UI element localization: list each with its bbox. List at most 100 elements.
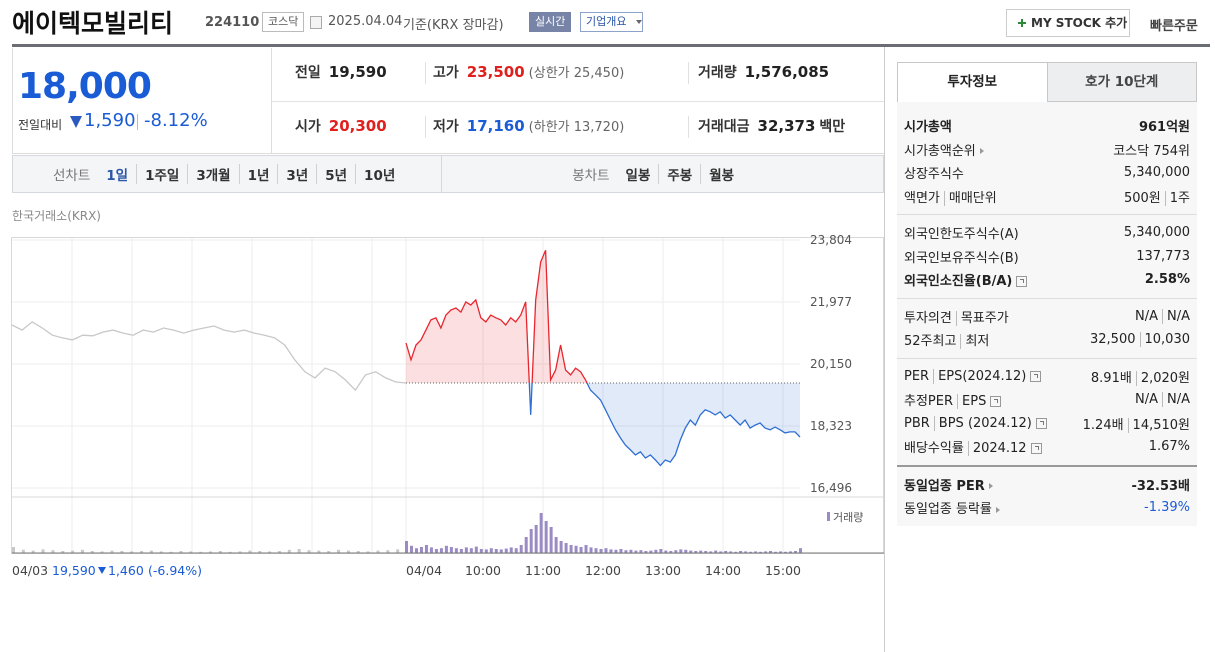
candle-tab[interactable]: 일봉 [625,168,651,184]
help-icon[interactable] [1035,417,1047,429]
quick-order[interactable]: 빠른주문 [1150,19,1198,34]
down-icon [98,567,106,574]
volume-bar [564,543,568,553]
volume-bar [120,551,124,553]
x-tick-label: 15:00 [765,563,801,578]
help-icon[interactable] [990,396,1002,408]
label-part: 시가총액 [904,120,952,136]
volume-bar [366,551,370,553]
period-tab[interactable]: 3개월 [187,164,238,184]
volume-bar [31,550,35,553]
label-part: 동일업종 PER [904,478,985,494]
volume-bar [140,551,144,553]
summary-value: 1,576,085 [744,63,830,81]
volume-bar [327,551,331,553]
value-part: 1.67% [1148,439,1190,455]
volume-bar [614,549,618,553]
label-part: 최저 [960,334,990,350]
summary-cell: 시가 20,300 [295,116,387,136]
y-tick-label: 18,323 [810,419,852,433]
tab-divider [441,155,443,193]
value-part: 코스닥 754위 [1113,143,1190,159]
volume-bar [549,527,553,553]
period-tab[interactable]: 3년 [277,164,316,184]
volume-bar [589,547,593,553]
period-tab[interactable]: 10년 [355,164,403,184]
info-row: 액면가 매매단위 500원 1주 [897,185,1197,209]
volume-bar [459,549,463,553]
prev-rate: (-6.94%) [148,563,202,578]
overview-button[interactable]: 기업개요 [580,12,644,32]
volume-bar [494,549,498,553]
volume-bar [514,548,518,553]
volume-bar [444,545,448,553]
volume-bar [386,550,390,553]
summary-cell: 전일 19,590 [295,62,387,82]
summary-note: (상한가 25,450) [528,66,625,81]
volume-bar [474,546,478,553]
info-tab[interactable]: 투자정보 [897,62,1048,102]
summary-value: 23,500 [466,63,525,81]
period-tab[interactable]: 5년 [316,164,355,184]
arrow-icon [988,483,993,490]
value-part: 14,510원 [1127,417,1190,433]
info-tab[interactable]: 호가 10단계 [1047,62,1197,102]
label-part: 외국인소진율(B/A) [904,274,1013,290]
volume-bar [524,537,528,553]
volume-bar [469,548,473,553]
volume-bar [779,551,783,553]
volume-bar [774,551,778,553]
summary-cell: 저가 17,160 (하한가 13,720) [433,116,624,136]
volume-bar [794,551,798,553]
volume-bar [71,550,75,553]
basis: 기준(KRX 장마감) [403,18,504,33]
info-label: 배당수익률 2024.12 [904,437,1042,457]
candle-tab[interactable]: 주봉 [658,164,700,184]
summary-cell: 고가 23,500 (상한가 25,450) [433,62,624,82]
volume-bar [337,549,341,553]
volume-bar [569,545,573,553]
volume-bar [684,549,688,553]
info-label: 시가총액 [904,116,952,135]
x-tick-label: 04/04 [406,563,442,578]
label-part: EPS [957,394,987,410]
realtime-badge[interactable]: 실시간 [529,12,572,32]
help-icon[interactable] [1030,443,1042,455]
volume-bar [434,549,438,553]
volume-bar [277,551,281,553]
volume-bar [268,551,272,553]
candle-tab[interactable]: 월봉 [700,164,742,184]
volume-bar [714,550,718,553]
col-rule [425,62,426,84]
info-label: 외국인한도주식수(A) [904,223,1019,242]
period-tab[interactable]: 1년 [238,164,278,184]
volume-bar [719,551,723,553]
summary-table: 전일 19,590 고가 23,500 (상한가 25,450) 거래량 1,576,085… [272,48,884,154]
volume-bar [659,549,663,553]
volume-bar [449,547,453,553]
value-part: 2,020원 [1135,370,1190,386]
summary-cell: 거래대금 32,373 백만 [698,116,845,136]
info-value: 1.24배 14,510원 [1083,414,1190,433]
period-tab[interactable]: 1주일 [136,164,187,184]
summary-value: 20,300 [328,117,387,135]
summary-label: 저가 [433,119,459,135]
label-part: 시가총액순위 [904,143,976,159]
info-group: 시가총액 961억원 시가총액순위 코스닥 754위 상장주식수 5,340,000 액면가… [897,108,1197,215]
volume-bar [90,551,94,553]
change: 1,590 [84,110,136,131]
tab-label: 선차트 [53,168,91,184]
help-icon[interactable] [1016,276,1028,288]
volume-bar [189,551,193,553]
volume-bar [594,548,598,553]
summary-value: 17,160 [466,117,525,135]
help-icon[interactable] [1030,370,1042,382]
chart: 23,804 21,977 20,150 18,323 16,496 거래량 04/03 04… [11,233,884,578]
info-row: 시가총액순위 코스닥 754위 [897,138,1197,162]
period-tab[interactable]: 1일 [106,168,129,184]
volume-bar [21,549,25,553]
volume-bar [424,545,428,553]
volume-bar [228,551,232,553]
info-panel: 시가총액 961억원 시가총액순위 코스닥 754위 상장주식수 5,340,000 액면가… [897,102,1197,526]
my-stock-button[interactable]: MY STOCK 추가 [1006,9,1130,37]
